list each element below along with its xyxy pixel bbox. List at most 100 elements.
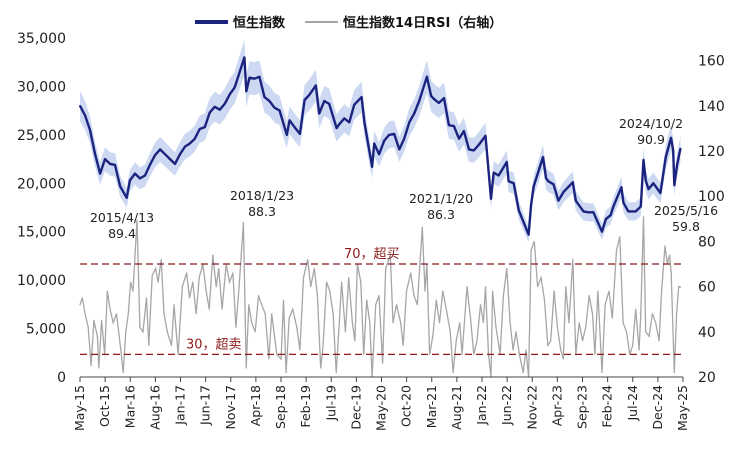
hsi-point [119, 185, 121, 187]
rsi-point [98, 367, 100, 369]
hsi-point [371, 166, 373, 168]
rsi-point [410, 272, 412, 274]
hsi-point [323, 100, 326, 102]
rsi-point [344, 331, 346, 333]
rsi-point [560, 349, 562, 351]
rsi-point [435, 299, 437, 301]
hsi-point [448, 124, 450, 126]
rsi-point [155, 267, 157, 270]
rsi-point [522, 371, 524, 374]
rsi-point [585, 326, 587, 328]
hsi-point [507, 180, 510, 183]
rsi-point [341, 281, 343, 283]
hsi-point [438, 102, 440, 104]
hsi-point [169, 158, 171, 160]
rsi-point [145, 297, 148, 299]
rsi-point [556, 326, 559, 328]
hsi-point [530, 203, 532, 206]
hsi-point [562, 191, 565, 193]
rsi-point [257, 295, 260, 297]
hsi-point [430, 95, 433, 97]
rsi-point [625, 331, 628, 333]
hsi-point [640, 205, 642, 208]
rsi-point [469, 317, 472, 319]
rsi-point [619, 236, 621, 238]
hsi-point [378, 153, 380, 155]
rsi-point [664, 245, 666, 247]
left-tick-label: 35,000 [17, 31, 66, 47]
hsi-point [679, 147, 682, 150]
rsi-point [518, 353, 521, 355]
annotation-date: 2025/5/16 [654, 203, 718, 218]
rsi-point [366, 299, 368, 301]
right-tick-label: 120 [698, 144, 725, 160]
reference-label-70: 70，超买 [344, 247, 400, 262]
x-tick-label: Jun-22 [499, 385, 514, 426]
rsi-point [385, 267, 387, 270]
hsi-point [672, 149, 674, 152]
rsi-point [285, 371, 287, 374]
right-tick-label: 100 [698, 189, 725, 205]
hsi-point [577, 203, 580, 206]
rsi-point [139, 326, 141, 328]
hsi-point [245, 90, 248, 93]
rsi-point [338, 322, 340, 324]
x-tick-label: May-20 [374, 385, 389, 431]
rsi-point [125, 331, 127, 333]
right-tick-label: 140 [698, 99, 725, 115]
left-axis: 0 5,000 10,000 15,000 20,000 25,000 30,000 35,0… [17, 31, 66, 386]
annotation-date: 2018/1/23 [230, 188, 294, 203]
rsi-point [90, 365, 92, 367]
x-tick-label: Mar-16 [122, 385, 137, 428]
hsi-point [659, 192, 662, 194]
rsi-point [375, 304, 377, 306]
hsi-volatility-band [80, 39, 681, 243]
hsi-series [78, 56, 682, 236]
rsi-point [360, 281, 362, 283]
hsi-point [609, 214, 612, 216]
hsi-point [299, 133, 301, 135]
rsi-point [622, 322, 624, 324]
rsi-point [215, 286, 217, 288]
rsi-point [181, 286, 183, 288]
hsi-point [99, 172, 101, 175]
rsi-point [658, 340, 660, 342]
hsi-point [512, 182, 515, 185]
hsi-point [468, 148, 470, 151]
hsi-point [188, 142, 191, 145]
hsi-point [198, 128, 201, 130]
rsi-point [455, 340, 457, 342]
hsi-point [647, 188, 650, 190]
hsi-point [288, 119, 291, 122]
x-tick-label: May-15 [72, 385, 87, 431]
rsi-point [588, 295, 590, 297]
x-tick-label: Sep-18 [273, 385, 288, 429]
right-tick-label: 160 [698, 54, 725, 70]
rsi-line [79, 216, 681, 378]
hsi-point [363, 121, 366, 124]
rsi-point [84, 313, 86, 315]
hsi-point [552, 183, 555, 186]
rsi-point [473, 353, 475, 355]
hsi-point [335, 127, 338, 129]
hsi-point [490, 198, 492, 200]
annotation-date: 2024/10/2 [619, 116, 683, 131]
legend: 恒生指数 恒生指数14日RSI（右轴） [195, 15, 502, 31]
rsi-point [484, 286, 487, 288]
hsi-point [634, 210, 637, 213]
hsi-point [114, 164, 116, 166]
rsi-point [320, 367, 322, 369]
rsi-point [540, 277, 542, 279]
x-tick-label: Jul-24 [625, 385, 640, 422]
hsi-point [418, 100, 421, 102]
rsi-point [421, 226, 423, 228]
rsi-point [601, 371, 603, 374]
hsi-point [665, 156, 667, 158]
hsi-line [78, 56, 682, 236]
rsi-point [177, 353, 179, 355]
x-tick-label: Jan-22 [474, 385, 489, 426]
hsi-point [670, 137, 672, 139]
rsi-point [157, 281, 159, 283]
rsi-point [348, 277, 350, 279]
